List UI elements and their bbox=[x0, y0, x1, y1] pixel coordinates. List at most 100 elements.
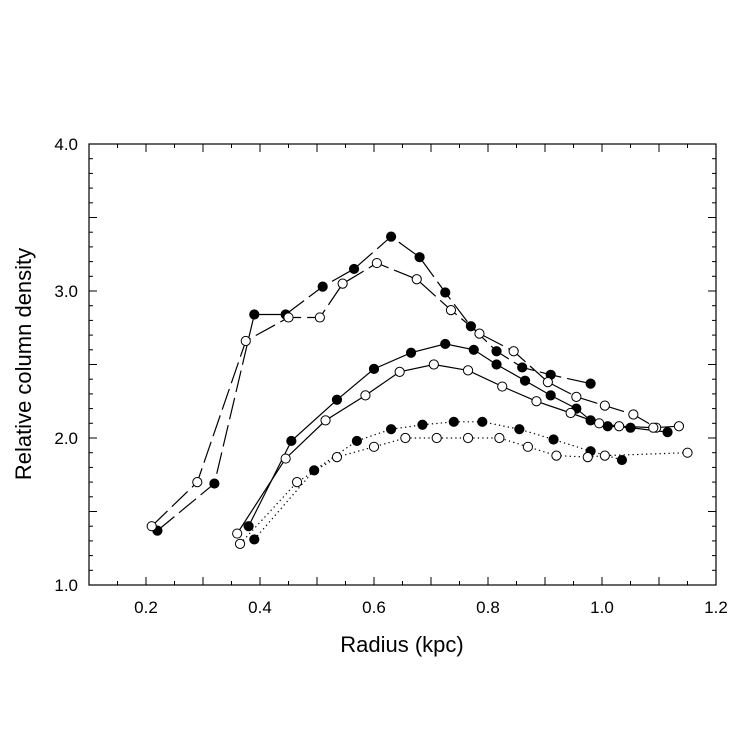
series-layer bbox=[146, 231, 693, 549]
data-point-dashed-filled bbox=[414, 252, 425, 263]
data-point-solid-filled bbox=[602, 421, 613, 432]
data-point-dotted-open bbox=[682, 447, 693, 458]
data-point-dotted-filled bbox=[477, 416, 488, 427]
data-point-dashed-filled bbox=[348, 263, 360, 275]
data-point-solid-open bbox=[565, 407, 576, 419]
data-point-solid-open bbox=[360, 390, 371, 401]
y-tick-label: 3.0 bbox=[54, 282, 78, 301]
data-point-solid-open bbox=[232, 528, 243, 539]
data-point-solid-open bbox=[614, 421, 625, 432]
data-point-dashed-open bbox=[240, 335, 251, 347]
data-point-dashed-open bbox=[508, 346, 519, 357]
data-point-solid-filled bbox=[545, 390, 556, 401]
series-line-solid-open bbox=[236, 363, 680, 534]
data-point-solid-open bbox=[497, 381, 508, 392]
data-point-dashed-filled bbox=[209, 478, 220, 489]
series-line-dotted-open bbox=[239, 437, 688, 545]
x-tick-label: 0.2 bbox=[134, 598, 158, 617]
y-tick-label: 4.0 bbox=[54, 135, 78, 154]
y-axis-title: Relative column density bbox=[11, 248, 36, 480]
x-tick-label: 1.2 bbox=[704, 598, 728, 617]
data-point-dashed-open bbox=[371, 257, 382, 269]
data-point-solid-filled bbox=[440, 338, 451, 350]
data-point-dotted-open bbox=[291, 477, 303, 488]
data-point-dashed-filled bbox=[585, 378, 596, 389]
data-point-solid-filled bbox=[491, 359, 502, 370]
data-point-solid-filled bbox=[286, 435, 297, 447]
data-point-dashed-open bbox=[337, 278, 348, 289]
data-point-solid-filled bbox=[331, 394, 343, 405]
data-point-dotted-filled bbox=[309, 465, 320, 476]
data-point-dotted-open bbox=[462, 432, 474, 444]
data-point-solid-filled bbox=[625, 422, 636, 433]
data-point-dashed-open bbox=[314, 312, 325, 323]
data-point-solid-open bbox=[394, 366, 405, 377]
data-point-dotted-open bbox=[599, 450, 610, 461]
data-point-dotted-open bbox=[582, 452, 593, 463]
data-point-dashed-filled bbox=[491, 346, 502, 357]
data-point-dashed-filled bbox=[440, 287, 451, 298]
data-point-dotted-open bbox=[331, 452, 343, 463]
data-point-dotted-open bbox=[234, 538, 246, 549]
plot-frame bbox=[88, 143, 717, 586]
x-tick-label: 1.0 bbox=[590, 598, 614, 617]
data-point-dashed-filled bbox=[386, 231, 397, 242]
series-line-dotted-filled bbox=[253, 421, 623, 540]
data-point-solid-filled bbox=[519, 375, 531, 386]
data-point-dashed-open bbox=[445, 305, 457, 316]
series-line-solid-filled bbox=[248, 343, 668, 527]
data-point-dotted-filled bbox=[351, 435, 362, 447]
data-point-solid-open bbox=[648, 422, 659, 433]
data-point-solid-open bbox=[594, 418, 605, 429]
data-point-dotted-filled bbox=[417, 419, 428, 430]
data-point-solid-open bbox=[320, 415, 331, 426]
y-tick-label: 1.0 bbox=[54, 576, 78, 595]
data-point-dashed-filled bbox=[465, 321, 476, 332]
data-point-dashed-open bbox=[411, 274, 422, 285]
x-tick-label: 0.4 bbox=[248, 598, 272, 617]
data-point-dotted-open bbox=[522, 441, 534, 452]
data-point-solid-filled bbox=[662, 427, 673, 438]
x-tick-label: 0.8 bbox=[476, 598, 500, 617]
data-point-dotted-open bbox=[368, 441, 380, 452]
y-tick-label: 2.0 bbox=[54, 429, 78, 448]
axis-ticks bbox=[88, 143, 717, 586]
data-point-solid-filled bbox=[585, 415, 596, 426]
data-point-dashed-open bbox=[599, 400, 610, 411]
data-point-dotted-filled bbox=[514, 424, 525, 435]
data-point-solid-open bbox=[673, 421, 685, 432]
data-point-dotted-open bbox=[551, 450, 562, 461]
data-point-solid-filled bbox=[368, 363, 380, 375]
data-point-dashed-filled bbox=[517, 362, 528, 373]
data-point-dotted-open bbox=[431, 432, 442, 444]
data-point-dashed-open bbox=[474, 328, 485, 339]
tick-labels: 0.2 0.4 0.6 0.8 1.0 1.2 1.0 2.0 3.0 4.0 bbox=[54, 135, 727, 617]
series-line-dashed-open bbox=[151, 262, 657, 527]
data-point-dotted-open bbox=[494, 432, 505, 444]
data-point-dashed-open bbox=[542, 377, 553, 388]
data-point-dotted-filled bbox=[616, 454, 628, 466]
data-point-solid-open bbox=[531, 396, 542, 407]
data-point-dashed-filled bbox=[317, 281, 328, 292]
x-axis-title: Radius (kpc) bbox=[340, 632, 463, 657]
data-point-solid-open bbox=[280, 453, 291, 464]
data-point-solid-filled bbox=[243, 521, 254, 532]
data-point-dotted-filled bbox=[386, 424, 397, 435]
data-point-dotted-filled bbox=[448, 416, 459, 427]
data-point-solid-open bbox=[428, 359, 439, 370]
data-point-dotted-filled bbox=[249, 534, 260, 545]
data-point-dotted-open bbox=[400, 432, 411, 444]
data-point-dashed-filled bbox=[249, 309, 260, 320]
data-point-dashed-open bbox=[283, 312, 294, 323]
data-point-solid-filled bbox=[405, 347, 417, 358]
x-tick-label: 0.6 bbox=[362, 598, 386, 617]
data-point-solid-open bbox=[462, 365, 474, 376]
data-point-dashed-open bbox=[146, 521, 157, 532]
series-markers bbox=[146, 231, 693, 549]
data-point-dashed-open bbox=[192, 477, 203, 488]
data-point-dotted-filled bbox=[548, 434, 559, 445]
data-point-dashed-open bbox=[628, 409, 639, 420]
data-point-dashed-open bbox=[571, 391, 582, 402]
data-point-solid-filled bbox=[468, 344, 479, 355]
